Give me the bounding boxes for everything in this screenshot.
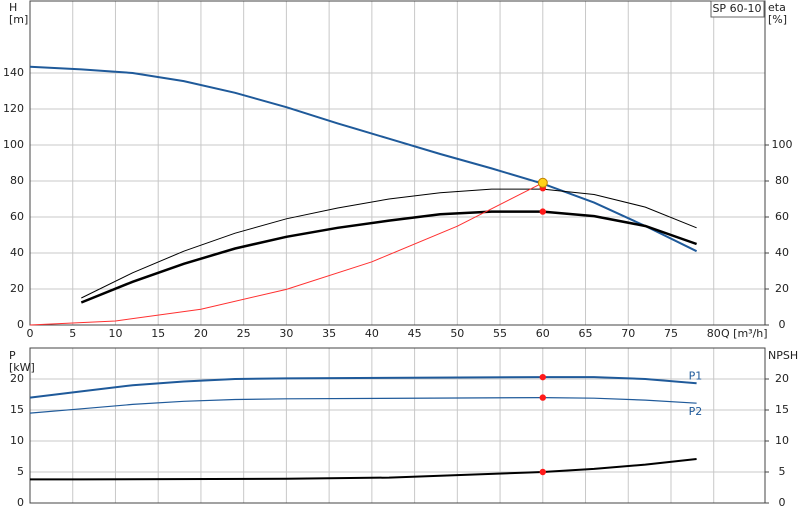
operating-point (539, 208, 546, 215)
x-tick-label: 40 (365, 327, 379, 340)
y2-tick-label: 0 (779, 318, 786, 331)
y-tick-label: 120 (3, 102, 24, 115)
x-tick-label: 20 (194, 327, 208, 340)
operating-point (539, 394, 546, 401)
axis-label: [m] (9, 13, 28, 26)
x-tick-label: 0 (27, 327, 34, 340)
axis-label: P (9, 349, 16, 362)
x-tick-label: 55 (493, 327, 507, 340)
axis-label: Q [m³/h] (721, 327, 768, 340)
y-tick-label: 140 (3, 66, 24, 79)
frame (29, 347, 766, 504)
y-tick-label: 5 (17, 465, 24, 478)
curve (29, 182, 544, 326)
curve-label: P1 (689, 369, 703, 382)
x-tick-label: 45 (408, 327, 422, 340)
y2-tick-label: 0 (779, 496, 786, 509)
y2-tick-label: 15 (775, 403, 789, 416)
plot-area (30, 1, 765, 325)
axis-label: H (9, 1, 17, 14)
operating-point (539, 468, 546, 476)
axis-label: eta (768, 1, 786, 14)
y-tick-label: 20 (10, 372, 24, 385)
y-tick-label: 20 (10, 282, 24, 295)
x-tick-label: 80 (707, 327, 721, 340)
axis-label: [kW] (9, 361, 35, 374)
operating-point (537, 177, 548, 188)
x-tick-label: 15 (151, 327, 165, 340)
x-tick-label: 35 (322, 327, 336, 340)
x-tick-label: 70 (621, 327, 635, 340)
chart-title: SP 60-10 (712, 2, 761, 15)
axis-label: [%] (768, 13, 787, 26)
curve (29, 376, 697, 399)
frame (29, 0, 766, 326)
y-tick-label: 0 (17, 496, 24, 509)
x-tick-label: 60 (536, 327, 550, 340)
curve (80, 210, 698, 304)
x-tick-label: 10 (108, 327, 122, 340)
curve (30, 458, 697, 481)
y-tick-label: 40 (10, 246, 24, 259)
x-tick-label: 30 (279, 327, 293, 340)
y-tick-label: 10 (10, 434, 24, 447)
y2-tick-label: 40 (775, 246, 789, 259)
y-tick-label: 100 (3, 138, 24, 151)
y-tick-label: 0 (17, 318, 24, 331)
x-tick-label: 50 (450, 327, 464, 340)
x-tick-label: 5 (69, 327, 76, 340)
y2-tick-label: 20 (775, 282, 789, 295)
y2-tick-label: 60 (775, 210, 789, 223)
y2-tick-label: 20 (775, 372, 789, 385)
title-box (710, 0, 765, 18)
curve-label: P2 (689, 405, 703, 418)
curve (29, 65, 698, 253)
axis-label: NPSH (768, 349, 798, 362)
y-tick-label: 15 (10, 403, 24, 416)
y-tick-label: 80 (10, 174, 24, 187)
y2-tick-label: 80 (775, 174, 789, 187)
y2-tick-label: 10 (775, 434, 789, 447)
operating-point (539, 373, 546, 381)
x-tick-label: 75 (664, 327, 678, 340)
curve (29, 396, 697, 414)
y2-tick-label: 5 (779, 465, 786, 478)
x-tick-label: 65 (579, 327, 593, 340)
y-tick-label: 60 (10, 210, 24, 223)
curve (81, 188, 697, 299)
y2-tick-label: 100 (772, 138, 793, 151)
x-tick-label: 25 (237, 327, 251, 340)
